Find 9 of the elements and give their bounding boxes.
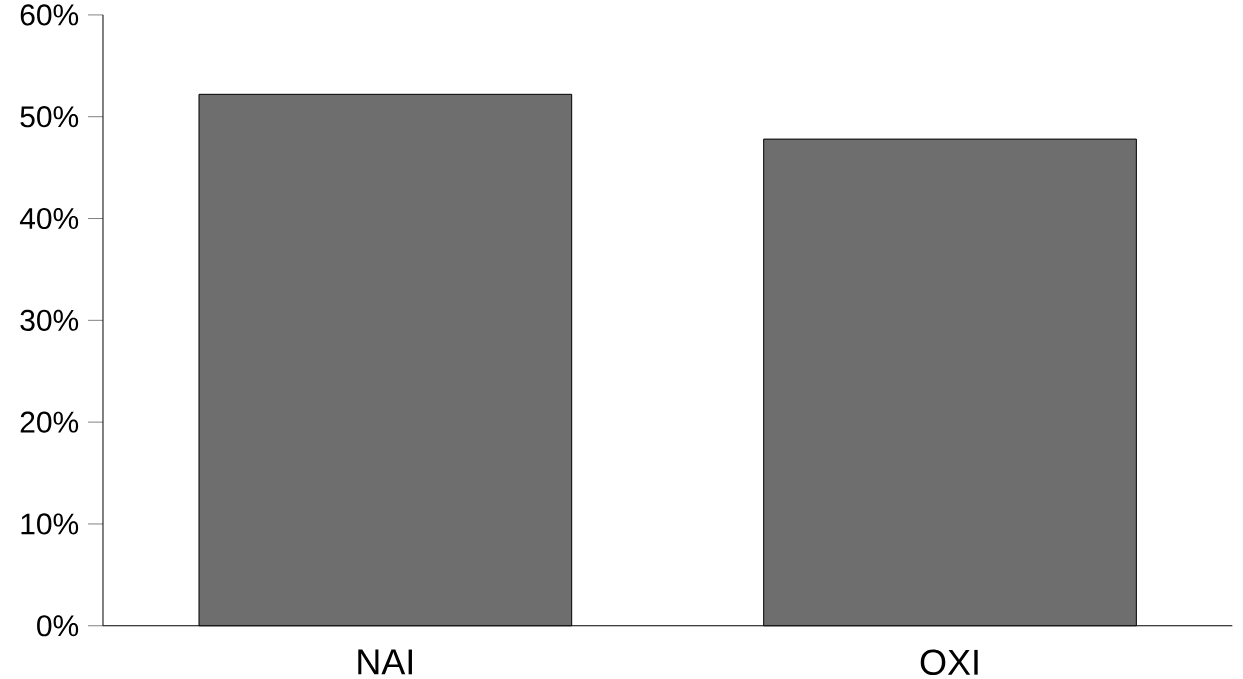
y-tick-label: 20% [20,411,79,433]
y-tick-label: 50% [20,106,79,128]
x-tick-label: NAI [358,649,412,675]
y-tick-label: 0% [37,615,79,637]
y-tick-label: 40% [19,207,79,230]
y-tick-label: 30% [20,309,79,331]
y-tick-label: 60% [20,4,79,26]
y-tick-label: 10% [21,513,79,535]
x-tick-label: OXI [920,649,978,675]
